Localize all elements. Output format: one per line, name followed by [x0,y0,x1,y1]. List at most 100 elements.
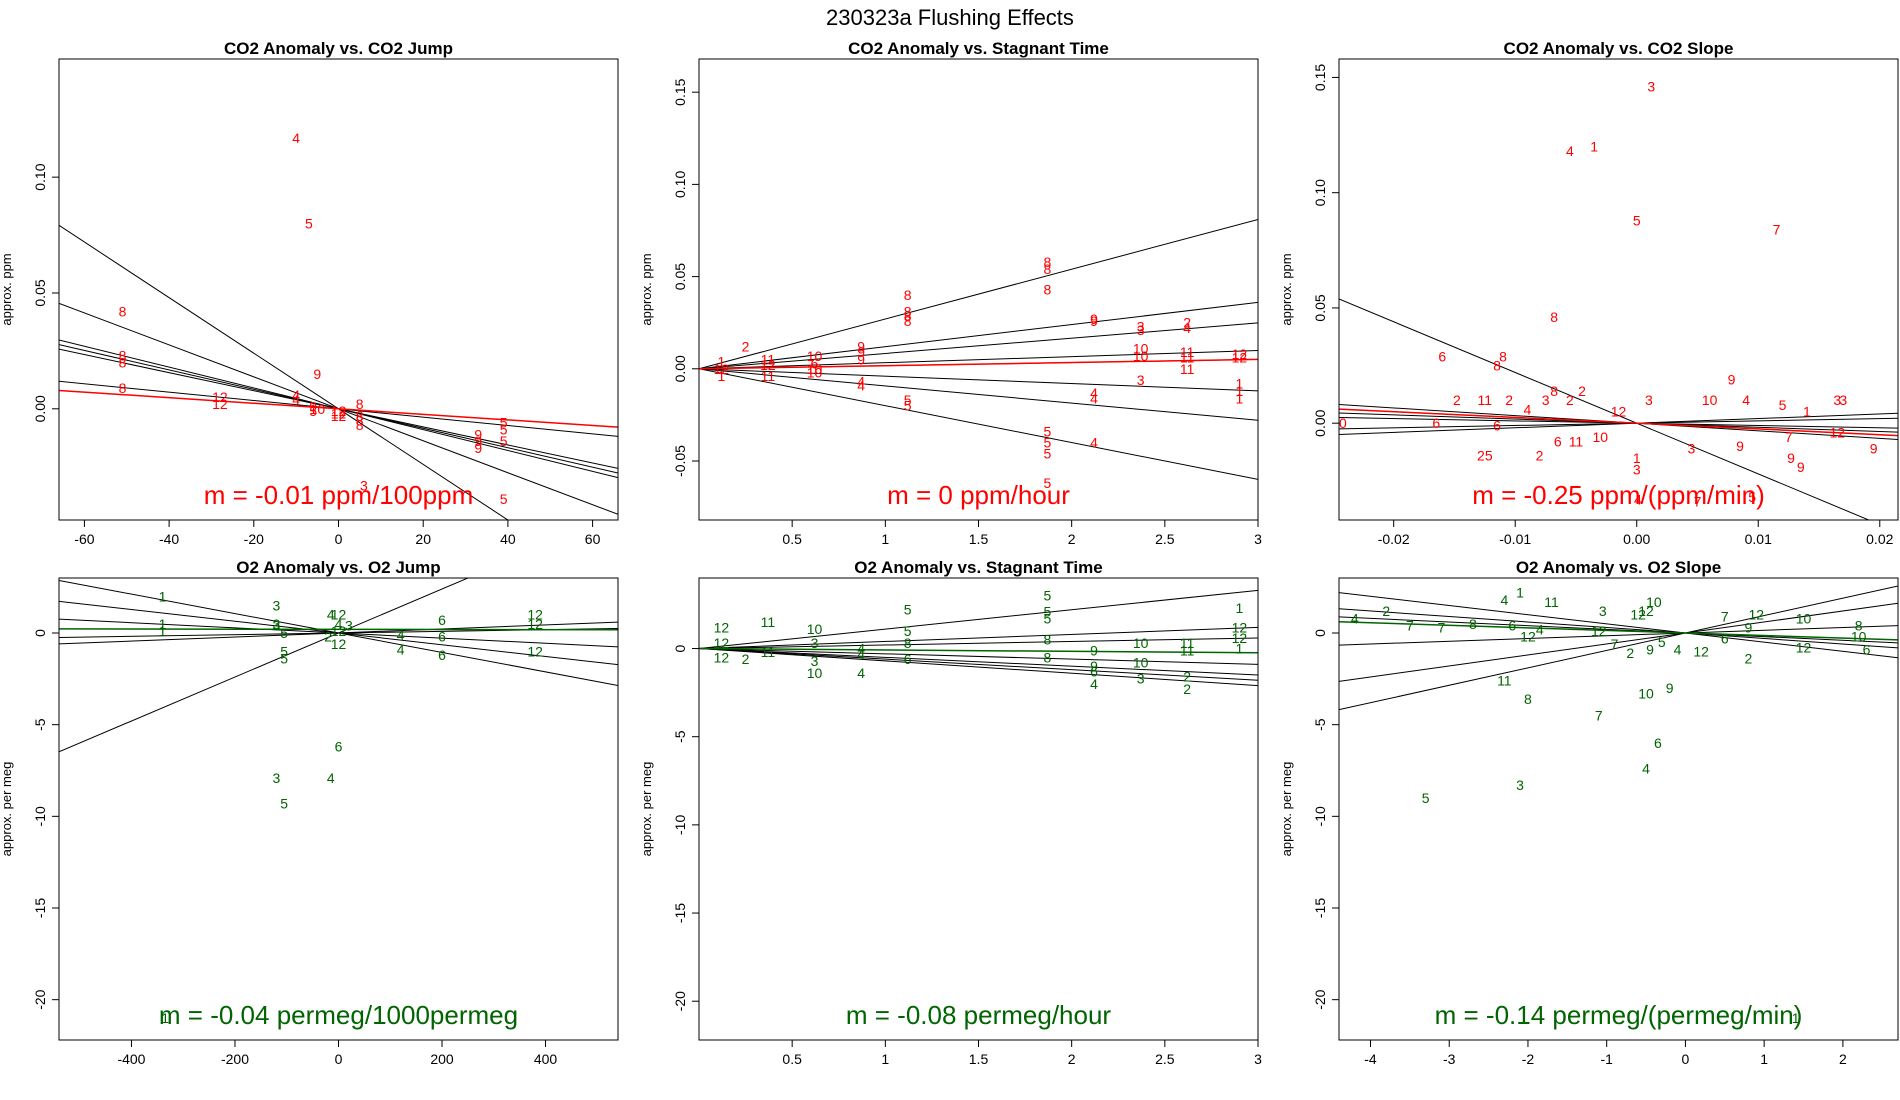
data-point: 3 [1633,461,1641,477]
data-point: 3 [1833,392,1841,408]
data-point: 4 [397,627,405,643]
chart-title: CO2 Anomaly vs. Stagnant Time [848,39,1109,58]
data-point: 9 [1090,311,1098,327]
x-tick-label: -40 [159,531,179,547]
data-point: 12 [331,408,347,424]
data-point: 12 [1638,603,1654,619]
fit-lines [59,224,618,520]
data-point: 3 [345,618,353,634]
data-point: 1 [159,623,167,639]
data-point: 3 [1137,318,1145,334]
data-point: 2 [1183,681,1191,697]
figure-title: 230323a Flushing Effects [826,5,1074,30]
data-point: 6 [438,612,446,628]
data-point: 1 [1235,641,1243,657]
data-point: 11 [1180,350,1195,366]
data-point: 2 [1578,383,1586,399]
data-point: 3 [1137,322,1145,338]
data-point: 1 [159,588,167,604]
fit-line [699,648,1258,681]
y-axis-label: approx. ppm [639,253,654,325]
data-point: 6 [1508,618,1516,634]
chart-title: CO2 Anomaly vs. CO2 Slope [1504,39,1734,58]
y-tick-label: -10 [672,815,688,835]
data-point: 9 [1090,642,1098,658]
fit-line [59,628,618,631]
y-tick-label: -10 [1312,806,1328,826]
y-tick-label: 0.10 [1312,179,1328,206]
data-point: 10 [310,401,326,417]
data-point: 3 [1647,79,1655,95]
data-point: 1 [1235,600,1243,616]
fit-line [699,648,1258,676]
data-points: 1121211121110610109994488885588855559944… [714,254,1248,491]
data-point: 12 [1232,350,1248,366]
x-tick-label: -4 [1364,1051,1377,1067]
data-point: 10 [807,621,823,637]
data-point: 12 [331,405,347,421]
data-point: 8 [1550,309,1558,325]
fit-line [699,218,1258,370]
data-point: 11 [1180,344,1195,360]
data-point: 4 [1090,390,1098,406]
data-point: 4 [327,770,335,786]
data-point: 12 [1232,619,1248,635]
data-point: 4 [857,377,865,393]
data-point: 9 [857,344,865,360]
y-axis-label: approx. per meg [1279,762,1294,857]
x-tick-label: 2.5 [1155,1051,1175,1067]
data-point: 7 [1437,620,1445,636]
data-point: 5 [1044,588,1052,604]
data-point: 6 [1654,735,1662,751]
x-tick-label: 0.01 [1745,531,1772,547]
data-point: 4 [1090,385,1098,401]
data-point: 1 [1235,390,1243,406]
data-point: 8 [1550,383,1558,399]
data-point: 12 [527,643,543,659]
data-point: 8 [1044,649,1052,665]
x-tick-label: 0 [1682,1051,1690,1067]
data-point: 5 [904,623,912,639]
fit-line [699,350,1258,370]
data-point: 5 [500,491,508,507]
data-point: 6 [438,629,446,645]
data-point: 6 [1863,642,1871,658]
data-point: 5 [500,433,508,449]
fit-line [699,648,1258,687]
x-tick-label: 40 [500,531,516,547]
data-point: 1 [1792,1010,1800,1026]
y-axis-label: approx. ppm [0,253,14,325]
data-point: 9 [1728,371,1736,387]
data-point: 7 [1773,222,1781,238]
data-point: 8 [904,287,912,303]
y-tick-label: 0.05 [32,279,48,306]
slope-annotation: m = -0.08 permeg/hour [846,1000,1112,1030]
x-tick-label: 2 [1068,1051,1076,1067]
data-point: 11 [1180,642,1195,658]
x-tick-label: -200 [221,1051,249,1067]
data-point: 12 [1693,643,1709,659]
x-tick-label: 20 [415,531,431,547]
data-point: 4 [1742,392,1750,408]
data-point: 8 [1469,616,1477,632]
data-point: 8 [1044,254,1052,270]
y-tick-label: -5 [1312,718,1328,731]
data-point: 8 [904,307,912,323]
fit-line [1339,616,1898,644]
data-point: 10 [1133,635,1149,651]
y-tick-label: 0.00 [672,355,688,382]
data-point: 4 [1183,320,1191,336]
fit-line [699,368,1258,421]
y-tick-label: 0.05 [1312,294,1328,321]
data-point: 3 [1599,603,1607,619]
data-point: 9 [474,440,482,456]
chart-title: O2 Anomaly vs. O2 Slope [1516,558,1721,577]
fit-line [1339,625,1898,646]
y-tick-label: 0.15 [672,78,688,105]
data-point: 7 [1595,708,1603,724]
data-point: 9 [1870,441,1878,457]
